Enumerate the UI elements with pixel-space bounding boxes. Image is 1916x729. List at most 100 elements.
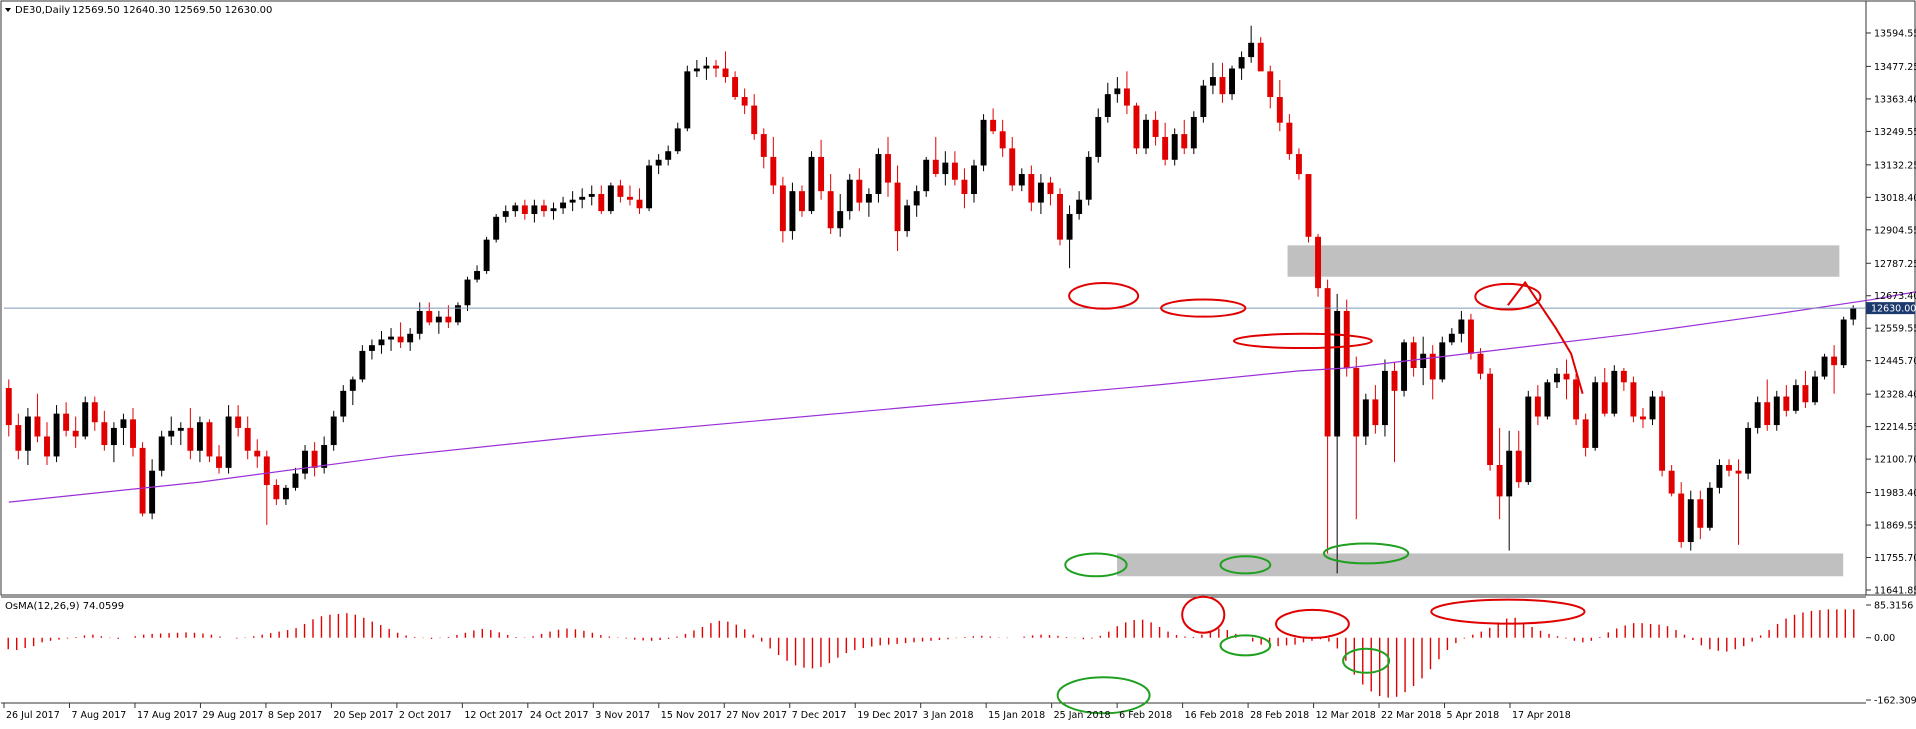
candle-body: [1219, 77, 1226, 95]
candle-body: [15, 425, 22, 451]
candle-body: [569, 199, 576, 203]
candle-body: [340, 390, 347, 417]
candle-body: [607, 185, 614, 212]
candle-body: [1324, 288, 1331, 437]
osma-tick-label: 85.3156: [1874, 601, 1913, 612]
candle-body: [1630, 382, 1637, 417]
osma-red-ellipse-1: [1275, 608, 1350, 639]
candle-body: [321, 445, 328, 468]
candle-body: [990, 119, 997, 132]
candle-body: [24, 416, 31, 451]
candle-body: [1401, 342, 1408, 391]
candle-body: [1467, 319, 1474, 354]
x-tick-label: 15 Nov 2017: [661, 710, 722, 721]
y-tick-label: 13477.25: [1874, 62, 1916, 73]
y-tick-label: 12673.40: [1874, 291, 1916, 302]
candle-body: [1209, 77, 1216, 86]
candle-body: [636, 199, 643, 209]
candle-body: [139, 447, 146, 514]
current-price-label: 12630.00: [1871, 304, 1916, 315]
y-tick-label: 11755.70: [1874, 553, 1916, 564]
candle-body: [330, 416, 337, 446]
candle-body: [44, 436, 50, 457]
candle-body: [1506, 450, 1513, 497]
x-tick-label: 3 Jan 2018: [923, 710, 974, 721]
dropdown-triangle-icon[interactable]: [5, 8, 11, 12]
main-panel-frame: [0, 0, 1867, 596]
candle-body: [1391, 370, 1398, 391]
candle-body: [72, 430, 79, 437]
red-ellipse-2: [1232, 332, 1373, 350]
zone-rect-0: [1287, 245, 1840, 277]
osma-red-ellipse-2: [1430, 598, 1586, 625]
osma-tick-label: -162.3091: [1874, 696, 1916, 707]
candle-body: [1563, 373, 1570, 380]
candle-body: [1821, 356, 1828, 377]
candle-body: [1706, 487, 1713, 528]
candle-body: [1257, 42, 1264, 72]
candle-body: [1573, 379, 1580, 420]
candle-body: [818, 156, 825, 192]
candle-body: [1047, 182, 1054, 195]
candle-body: [1286, 122, 1293, 155]
candle-body: [435, 316, 442, 323]
current-price-badge: [1866, 302, 1915, 315]
candle-body: [454, 305, 461, 323]
osma-red-ellipse-0: [1181, 595, 1226, 634]
candle-body: [846, 179, 853, 212]
green-ellipse-0: [1064, 552, 1128, 578]
x-tick-label: 26 Jul 2017: [6, 710, 60, 721]
candle-body: [149, 470, 156, 514]
candle-body: [282, 487, 289, 500]
candle-body: [177, 427, 184, 431]
candle-body: [703, 65, 710, 69]
candle-body: [187, 427, 194, 451]
x-tick-label: 16 Feb 2018: [1185, 710, 1244, 721]
osma-green-ellipse-0: [1056, 676, 1151, 715]
candle-body: [865, 194, 872, 203]
candle-body: [646, 165, 653, 209]
candle-body: [531, 205, 538, 214]
candle-body: [1200, 85, 1207, 117]
candle-body: [1850, 308, 1857, 320]
candle-body: [1190, 116, 1197, 149]
x-tick-label: 17 Apr 2018: [1512, 710, 1571, 721]
candle-body: [263, 456, 270, 485]
candle-body: [1754, 402, 1761, 428]
candle-body: [1238, 57, 1245, 69]
candle-body: [1410, 342, 1417, 369]
chart-title: DE30,Daily: [15, 5, 70, 16]
candle-body: [368, 345, 375, 351]
candle-body: [1439, 342, 1446, 380]
candle-body: [1659, 396, 1666, 471]
candle-body: [34, 416, 41, 437]
candle-body: [627, 196, 633, 200]
candle-body: [426, 310, 433, 323]
candle-body: [1181, 134, 1188, 149]
annotations: [1064, 280, 1584, 578]
x-tick-label: 3 Nov 2017: [595, 710, 650, 721]
candle-body: [216, 456, 222, 468]
candle-body: [130, 419, 136, 448]
candle-body: [913, 191, 920, 206]
candle-body: [1372, 399, 1379, 426]
candle-body: [1267, 71, 1274, 98]
candle-body: [684, 71, 691, 129]
candle-body: [722, 68, 729, 78]
candle-body: [1057, 194, 1063, 240]
candle-body: [1248, 42, 1255, 58]
osma-tick-label: 0.00: [1874, 633, 1895, 644]
candle-body: [521, 205, 528, 214]
candle-body: [407, 333, 414, 343]
candle-body: [1009, 148, 1016, 186]
candle-body: [932, 159, 939, 175]
candle-body: [1831, 356, 1838, 366]
candle-body: [1458, 319, 1465, 334]
candle-body: [1592, 382, 1599, 448]
candle-body: [1018, 174, 1025, 186]
candle-body: [732, 77, 739, 98]
x-tick-label: 12 Mar 2018: [1316, 710, 1376, 721]
osma-title: OsMA(12,26,9) 74.0599: [5, 601, 124, 612]
candle-body: [378, 339, 385, 346]
x-tick-label: 29 Aug 2017: [202, 710, 263, 721]
